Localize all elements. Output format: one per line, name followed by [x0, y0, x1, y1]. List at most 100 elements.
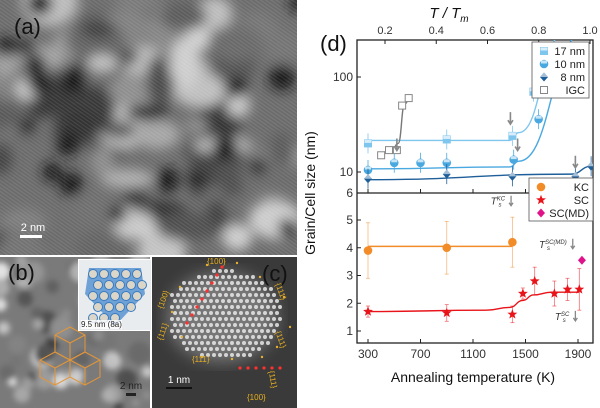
y-tick-label: 5 — [346, 213, 353, 227]
atom-column — [224, 281, 228, 285]
data-point — [442, 243, 452, 253]
atom-column — [227, 335, 231, 339]
atom-column — [248, 329, 252, 333]
atom-column — [221, 275, 225, 279]
legend-marker — [536, 182, 546, 192]
atom-column — [221, 323, 225, 327]
atom-column — [173, 311, 177, 315]
atom-column — [182, 305, 186, 309]
atom-column — [188, 329, 192, 333]
texture-blob — [0, 262, 10, 281]
atom-column — [176, 317, 180, 321]
atom-column — [218, 329, 222, 333]
scale-bar-a: 2 nm — [10, 222, 56, 238]
atom-column — [257, 335, 261, 339]
y-tick-label: 10 — [340, 165, 354, 179]
data-point — [363, 306, 373, 316]
atom-column — [257, 299, 261, 303]
transition-arrow — [572, 310, 578, 323]
atom-column — [191, 335, 195, 339]
red-marker — [190, 313, 194, 317]
texture-blob — [13, 269, 24, 281]
scale-bar-label: 2 nm — [20, 222, 46, 234]
atom-column — [191, 299, 195, 303]
texture-blob — [45, 279, 60, 294]
atom-column — [203, 311, 207, 315]
atom-column — [209, 311, 213, 315]
texture-blob — [127, 341, 150, 365]
atom-column — [203, 299, 207, 303]
atom-column — [191, 287, 195, 291]
transition-temp-label: TKC s — [491, 197, 506, 209]
model-atom — [132, 269, 142, 279]
red-marker — [200, 297, 204, 301]
atom-column — [206, 341, 210, 345]
data-point-highlight — [364, 139, 372, 143]
texture-blob — [142, 366, 150, 378]
data-point — [385, 146, 393, 155]
data-point — [529, 275, 540, 286]
atom-column — [206, 329, 210, 333]
atom-column — [206, 293, 210, 297]
texture-blob — [116, 368, 138, 390]
atom-column — [197, 323, 201, 327]
atom-column — [209, 323, 213, 327]
atom-column — [221, 335, 225, 339]
atom-column — [200, 293, 204, 297]
red-marker — [185, 321, 189, 325]
texture-blob — [73, 350, 90, 368]
data-point-highlight — [365, 166, 371, 170]
atom-column — [221, 311, 225, 315]
data-point-highlight — [508, 171, 517, 177]
atom-column — [218, 269, 222, 273]
scale-bar-label: 1 nm — [167, 375, 191, 386]
atom-column — [230, 353, 234, 357]
data-point — [507, 309, 518, 319]
texture-blob — [141, 390, 150, 401]
texture-blob — [0, 278, 10, 297]
data-point — [508, 237, 517, 247]
facet-dot — [200, 355, 204, 359]
atom-column — [242, 329, 246, 333]
atom-column — [275, 311, 279, 315]
texture-blob — [0, 321, 11, 335]
atom-column — [188, 305, 192, 309]
x-tick-label: 1900 — [565, 347, 592, 361]
texture-blob — [105, 356, 116, 367]
atom-column — [227, 323, 231, 327]
atom-column — [188, 317, 192, 321]
top-axis-title-main: T / T — [429, 5, 462, 22]
atom-column — [188, 293, 192, 297]
atom-column — [254, 293, 258, 297]
model-atom — [99, 291, 109, 301]
data-point — [562, 284, 573, 294]
transition-temp-label: TSC s — [555, 312, 570, 324]
hrtem-image-a: (a) 2 nm — [0, 0, 297, 255]
atom-column — [260, 281, 264, 285]
atom-column — [182, 293, 186, 297]
atom-column — [230, 281, 234, 285]
texture-blob — [34, 344, 55, 364]
texture-blob — [53, 373, 68, 389]
atom-column — [209, 335, 213, 339]
facet-dot — [180, 335, 184, 339]
red-marker — [254, 366, 258, 370]
data-point — [574, 284, 585, 294]
atom-column — [209, 275, 213, 279]
atom-column — [191, 323, 195, 327]
atom-column — [203, 323, 207, 327]
y-axis-title: Grain/Cell size (nm) — [302, 131, 318, 255]
atom-column — [263, 299, 267, 303]
legend-marker — [537, 208, 545, 218]
data-point-highlight — [391, 159, 398, 163]
atom-column — [206, 281, 210, 285]
atom-column — [227, 311, 231, 315]
legend-label: SC(MD) — [549, 208, 589, 220]
atom-column — [245, 299, 249, 303]
atom-column — [182, 341, 186, 345]
atom-column — [224, 341, 228, 345]
red-marker — [246, 366, 250, 370]
texture-blob — [17, 290, 34, 307]
atom-column — [197, 347, 201, 351]
atom-column — [188, 281, 192, 285]
